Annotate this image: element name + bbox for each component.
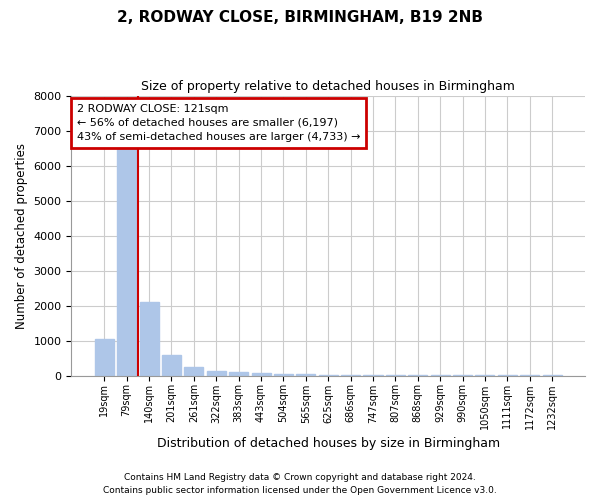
Bar — [274, 374, 293, 376]
Title: Size of property relative to detached houses in Birmingham: Size of property relative to detached ho… — [141, 80, 515, 93]
Bar — [117, 148, 136, 376]
Bar — [229, 372, 248, 376]
Bar — [341, 375, 360, 376]
Bar — [319, 375, 338, 376]
Bar — [296, 374, 316, 376]
Text: Contains HM Land Registry data © Crown copyright and database right 2024.
Contai: Contains HM Land Registry data © Crown c… — [103, 474, 497, 495]
Bar — [140, 302, 158, 376]
Bar — [184, 367, 203, 376]
Bar — [162, 355, 181, 376]
Bar — [251, 374, 271, 376]
Bar — [207, 370, 226, 376]
X-axis label: Distribution of detached houses by size in Birmingham: Distribution of detached houses by size … — [157, 437, 500, 450]
Text: 2 RODWAY CLOSE: 121sqm
← 56% of detached houses are smaller (6,197)
43% of semi-: 2 RODWAY CLOSE: 121sqm ← 56% of detached… — [77, 104, 360, 142]
Text: 2, RODWAY CLOSE, BIRMINGHAM, B19 2NB: 2, RODWAY CLOSE, BIRMINGHAM, B19 2NB — [117, 10, 483, 25]
Y-axis label: Number of detached properties: Number of detached properties — [15, 142, 28, 328]
Bar — [95, 339, 114, 376]
